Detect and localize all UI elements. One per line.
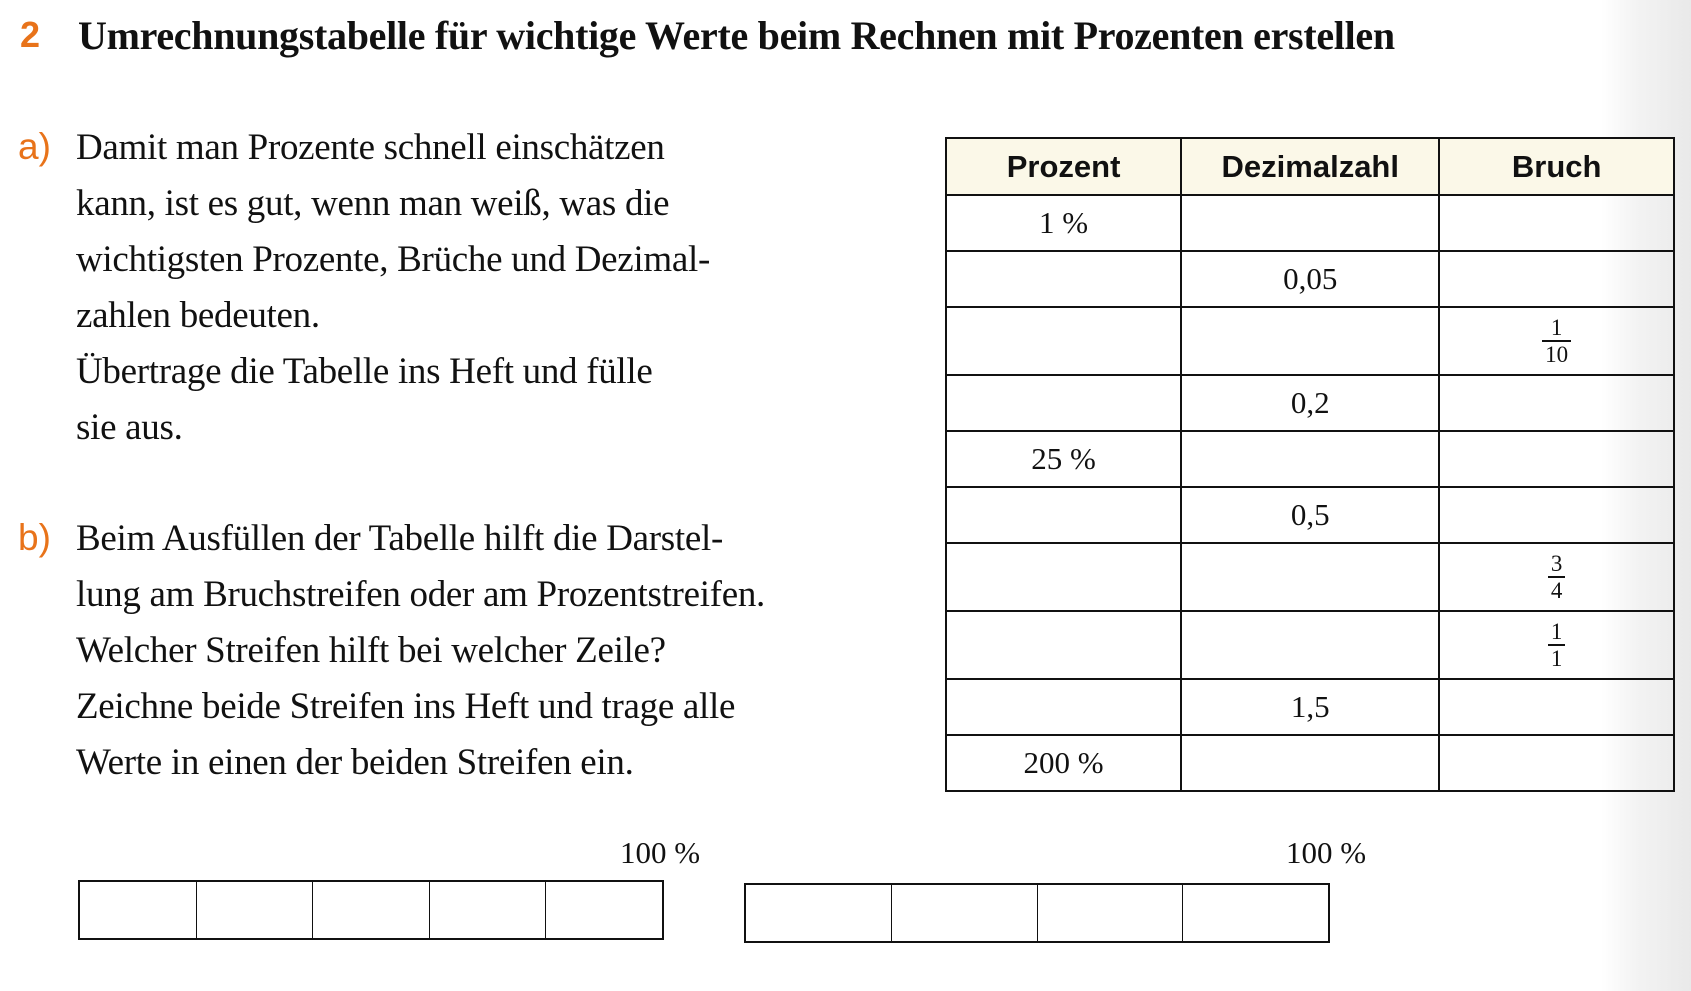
fraction: 1 10 <box>1542 315 1572 367</box>
cell-bruch[interactable] <box>1438 250 1675 308</box>
cell-dezimal[interactable]: 0,5 <box>1180 486 1441 544</box>
subtask-a-label: a) <box>18 126 51 167</box>
cell-dezimal[interactable] <box>1180 734 1441 792</box>
cell-prozent[interactable]: 25 % <box>944 430 1183 488</box>
fraction: 1 1 <box>1547 619 1566 671</box>
cell-dezimal[interactable]: 0,2 <box>1180 374 1441 432</box>
table-header-row: Prozent Dezimalzahl Bruch <box>944 137 1675 196</box>
cell-dezimal[interactable]: 0,05 <box>1180 250 1441 308</box>
text-line: Zeichne beide Streifen ins Heft und trag… <box>76 686 736 727</box>
text-line: Damit man Prozente schnell einschätzen <box>76 127 665 168</box>
strip-segment <box>197 882 314 938</box>
fraction: 3 4 <box>1547 551 1566 603</box>
strip-segment <box>746 885 892 941</box>
table-row: 0,2 <box>944 374 1675 432</box>
fraction-numerator: 1 <box>1550 315 1563 340</box>
cell-bruch[interactable]: 3 4 <box>1438 542 1675 612</box>
cell-prozent[interactable] <box>944 306 1183 376</box>
cell-prozent[interactable] <box>944 678 1183 736</box>
text-line: Übertrage die Tabelle ins Heft und fülle <box>76 351 653 392</box>
table-row: 1 10 <box>944 306 1675 376</box>
cell-dezimal[interactable] <box>1180 542 1441 612</box>
text-line: Welcher Streifen hilft bei welcher Zeile… <box>76 630 666 671</box>
strip-segment <box>80 882 197 938</box>
task-number: 2 <box>20 14 41 55</box>
fraction-numerator: 3 <box>1550 551 1563 576</box>
fraction-denominator: 4 <box>1547 576 1566 603</box>
cell-dezimal[interactable] <box>1180 306 1441 376</box>
fraction-denominator: 10 <box>1542 340 1572 367</box>
table-row: 0,5 <box>944 486 1675 544</box>
cell-dezimal[interactable]: 1,5 <box>1180 678 1441 736</box>
cell-bruch[interactable] <box>1438 374 1675 432</box>
strip-segment <box>313 882 430 938</box>
text-line: zahlen bedeuten. <box>76 295 320 336</box>
cell-prozent[interactable] <box>944 610 1183 680</box>
cell-prozent[interactable]: 200 % <box>944 734 1183 792</box>
fraction-numerator: 1 <box>1550 619 1563 644</box>
header-prozent: Prozent <box>944 137 1183 196</box>
subtask-b-label: b) <box>18 517 51 558</box>
header-dezimalzahl: Dezimalzahl <box>1180 137 1441 196</box>
task-title: Umrechnungstabelle für wichtige Werte be… <box>78 13 1395 58</box>
cell-bruch[interactable] <box>1438 430 1675 488</box>
fraction-denominator: 1 <box>1547 644 1566 671</box>
strip-1-label: 100 % <box>620 835 701 870</box>
cell-dezimal[interactable] <box>1180 430 1441 488</box>
text-line: kann, ist es gut, wenn man weiß, was die <box>76 183 670 224</box>
cell-dezimal[interactable] <box>1180 610 1441 680</box>
percent-strip-five <box>78 880 664 940</box>
text-line: wichtigsten Prozente, Brüche und Dezimal… <box>76 239 710 280</box>
strip-segment <box>892 885 1038 941</box>
strip-segment <box>430 882 547 938</box>
strip-2-label: 100 % <box>1286 835 1367 870</box>
conversion-table: Prozent Dezimalzahl Bruch 1 % 0,05 1 10 <box>944 137 1675 792</box>
cell-bruch[interactable] <box>1438 678 1675 736</box>
cell-bruch[interactable]: 1 1 <box>1438 610 1675 680</box>
cell-prozent[interactable] <box>944 374 1183 432</box>
table-row: 0,05 <box>944 250 1675 308</box>
table-row: 3 4 <box>944 542 1675 612</box>
table-row: 1 % <box>944 194 1675 252</box>
cell-dezimal[interactable] <box>1180 194 1441 252</box>
table-row: 1 1 <box>944 610 1675 680</box>
cell-prozent[interactable] <box>944 486 1183 544</box>
strip-segment <box>546 882 662 938</box>
subtask-a-text: Damit man Prozente schnell einschätzen k… <box>76 120 710 456</box>
table-row: 200 % <box>944 734 1675 792</box>
cell-bruch[interactable] <box>1438 486 1675 544</box>
cell-bruch[interactable] <box>1438 734 1675 792</box>
table-row: 1,5 <box>944 678 1675 736</box>
fraction-strip-four <box>744 883 1330 943</box>
header-bruch: Bruch <box>1438 137 1675 196</box>
text-line: sie aus. <box>76 407 183 448</box>
text-line: Beim Ausfüllen der Tabelle hilft die Dar… <box>76 518 723 559</box>
cell-prozent[interactable] <box>944 542 1183 612</box>
subtask-b-text: Beim Ausfüllen der Tabelle hilft die Dar… <box>76 511 765 791</box>
strip-segment <box>1038 885 1184 941</box>
cell-prozent[interactable]: 1 % <box>944 194 1183 252</box>
cell-prozent[interactable] <box>944 250 1183 308</box>
strip-segment <box>1183 885 1328 941</box>
table-row: 25 % <box>944 430 1675 488</box>
cell-bruch[interactable] <box>1438 194 1675 252</box>
text-line: lung am Bruchstreifen oder am Prozentstr… <box>76 574 765 615</box>
cell-bruch[interactable]: 1 10 <box>1438 306 1675 376</box>
text-line: Werte in einen der beiden Streifen ein. <box>76 742 634 783</box>
